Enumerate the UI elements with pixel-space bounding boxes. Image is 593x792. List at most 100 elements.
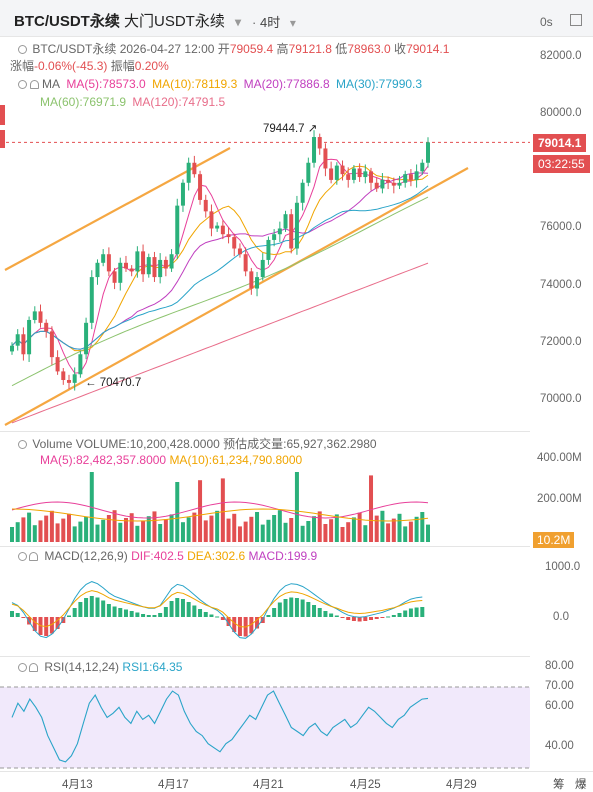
side-marker[interactable] [0,130,5,148]
macd-chart[interactable] [0,565,530,655]
volume-current-tag: 10.2M [533,532,575,548]
macd-histogram-bar [101,600,106,617]
macd-histogram-bar [146,615,151,617]
macd-histogram-bar [363,617,368,621]
x-axis-label: 4月21 [253,779,284,791]
macd-histogram-bar [272,608,277,617]
volume-bar [152,511,157,542]
macd-value: MACD:199.9 [248,549,318,563]
macd-histogram-bar [277,602,282,617]
side-marker[interactable] [0,105,5,125]
ohlc-row-1: BTC/USDT永续 2026-04-27 12:00 开79059.4 高79… [18,40,449,57]
ohlc-row-2: 涨幅-0.06%(-45.3) 振幅0.20% [10,57,169,74]
eye-icon[interactable] [18,552,27,561]
macd-histogram-bar [380,617,385,618]
x-axis-label: 4月25 [350,779,381,791]
macd-histogram-bar [169,601,174,617]
volume-bar [158,524,163,542]
volume-bar [141,521,146,542]
volume-bar [237,526,242,542]
chips-button[interactable]: 筹 [553,779,565,791]
macd-dea-line [11,590,423,628]
volume-bar [414,516,419,542]
candle-body [340,165,345,175]
countdown-tag: 03:22:55 [533,155,590,173]
bell-icon[interactable] [29,552,38,561]
volume-bar [55,523,60,542]
low-value: 78963.0 [347,42,391,56]
candle-body [215,225,220,229]
volume-bar [203,520,208,542]
macd-histogram-bar [283,599,288,617]
macd-histogram-bar [266,615,271,617]
macd-histogram-bar [232,617,237,632]
candle-body [397,182,402,186]
ma30-value: MA(30):77990.3 [336,77,423,91]
volume-bar [101,519,106,542]
bell-icon[interactable] [30,80,39,89]
candle-body [260,259,265,278]
volume-bar [10,527,14,542]
candle-body [249,271,254,289]
eye-icon[interactable] [18,45,27,54]
refresh-timer: 0s [540,15,553,29]
eye-icon[interactable] [18,440,27,449]
change-value: -0.06%(-45.3) [34,59,108,73]
candle-body [209,211,214,229]
x-axis-line [0,771,593,772]
volume-bar [363,525,368,542]
candle-body [66,379,71,383]
candle-body [294,202,299,249]
macd-histogram-bar [340,617,345,618]
eye-icon[interactable] [18,663,27,672]
candle-body [61,371,66,380]
low-annotation: ← 70470.7 [85,377,142,389]
macd-histogram-bar [118,608,123,617]
volume-bar [146,516,151,542]
volume-label: Volume [32,437,73,451]
candle-body [346,174,351,180]
volume-bar [15,522,20,542]
volume-bar [226,518,231,542]
macd-axis-label: 0.0 [553,611,569,623]
volume-chart[interactable] [0,470,530,545]
volume-bar [44,515,49,542]
macd-histogram-bar [135,612,140,617]
volume-axis-label: 200.00M [537,493,582,505]
price-axis-label: 70000.0 [540,393,582,405]
macd-histogram-bar [175,598,180,617]
ma5-line [11,158,429,374]
volume-estimate: 预估成交量:65,927,362.2980 [223,437,377,451]
rsi-axis-label: 70.00 [545,680,574,692]
macd-histogram-bar [294,598,299,617]
macd-histogram-bar [180,599,185,617]
candle-body [363,171,368,178]
candle-body [403,174,408,183]
candle-body [243,254,248,272]
macd-histogram-bar [198,609,203,617]
open-value: 79059.4 [229,42,274,56]
bell-icon[interactable] [29,663,38,672]
volume-bar [21,517,26,542]
liquidation-button[interactable]: 爆 [575,779,587,791]
candle-body [226,234,231,238]
close-label: 收 [394,42,407,56]
eye-icon[interactable] [18,80,27,89]
candle-body [220,225,225,235]
fullscreen-icon[interactable] [570,14,582,26]
volume-bar [84,516,89,542]
candlestick-chart[interactable] [0,110,530,430]
interval-selector[interactable]: · 4时 ▾ [252,12,296,31]
volume-bar [357,512,362,542]
volume-bar [135,525,140,542]
volume-bar [72,526,77,542]
volume-bar [169,514,174,542]
macd-histogram-bar [21,617,26,618]
symbol-selector[interactable]: BTC/USDT永续 大门USDT永续 ▾ [14,10,241,31]
candle-body [163,259,168,269]
volume-bar [426,524,430,542]
rsi-chart[interactable] [0,676,530,771]
candle-body [283,214,288,229]
candle-body [89,277,94,323]
volume-bar [249,516,254,542]
